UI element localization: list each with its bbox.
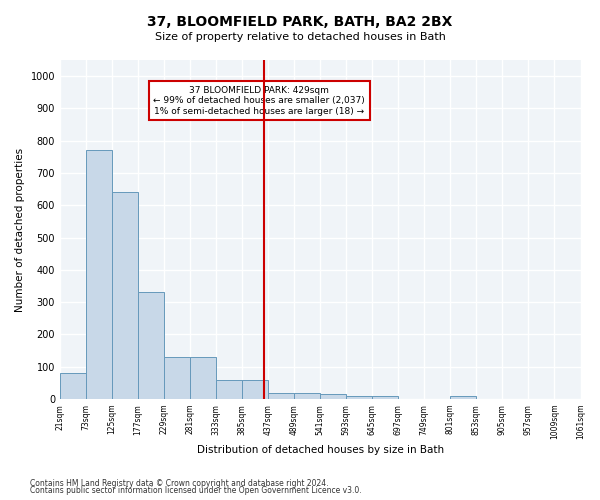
Text: 37, BLOOMFIELD PARK, BATH, BA2 2BX: 37, BLOOMFIELD PARK, BATH, BA2 2BX [148,15,452,29]
Text: 37 BLOOMFIELD PARK: 429sqm
← 99% of detached houses are smaller (2,037)
1% of se: 37 BLOOMFIELD PARK: 429sqm ← 99% of deta… [153,86,365,116]
Bar [164,357,190,399]
Bar [294,392,320,399]
Bar [60,373,86,399]
Bar [451,396,476,399]
Bar [242,380,268,399]
Bar [320,394,346,399]
Bar [86,150,112,399]
Bar [216,380,242,399]
Text: Contains public sector information licensed under the Open Government Licence v3: Contains public sector information licen… [30,486,362,495]
X-axis label: Distribution of detached houses by size in Bath: Distribution of detached houses by size … [197,445,444,455]
Bar [372,396,398,399]
Bar [268,392,294,399]
Text: Contains HM Land Registry data © Crown copyright and database right 2024.: Contains HM Land Registry data © Crown c… [30,478,329,488]
Bar [190,357,216,399]
Bar [112,192,138,399]
Bar [346,396,372,399]
Bar [138,292,164,399]
Y-axis label: Number of detached properties: Number of detached properties [15,148,25,312]
Text: Size of property relative to detached houses in Bath: Size of property relative to detached ho… [155,32,445,42]
